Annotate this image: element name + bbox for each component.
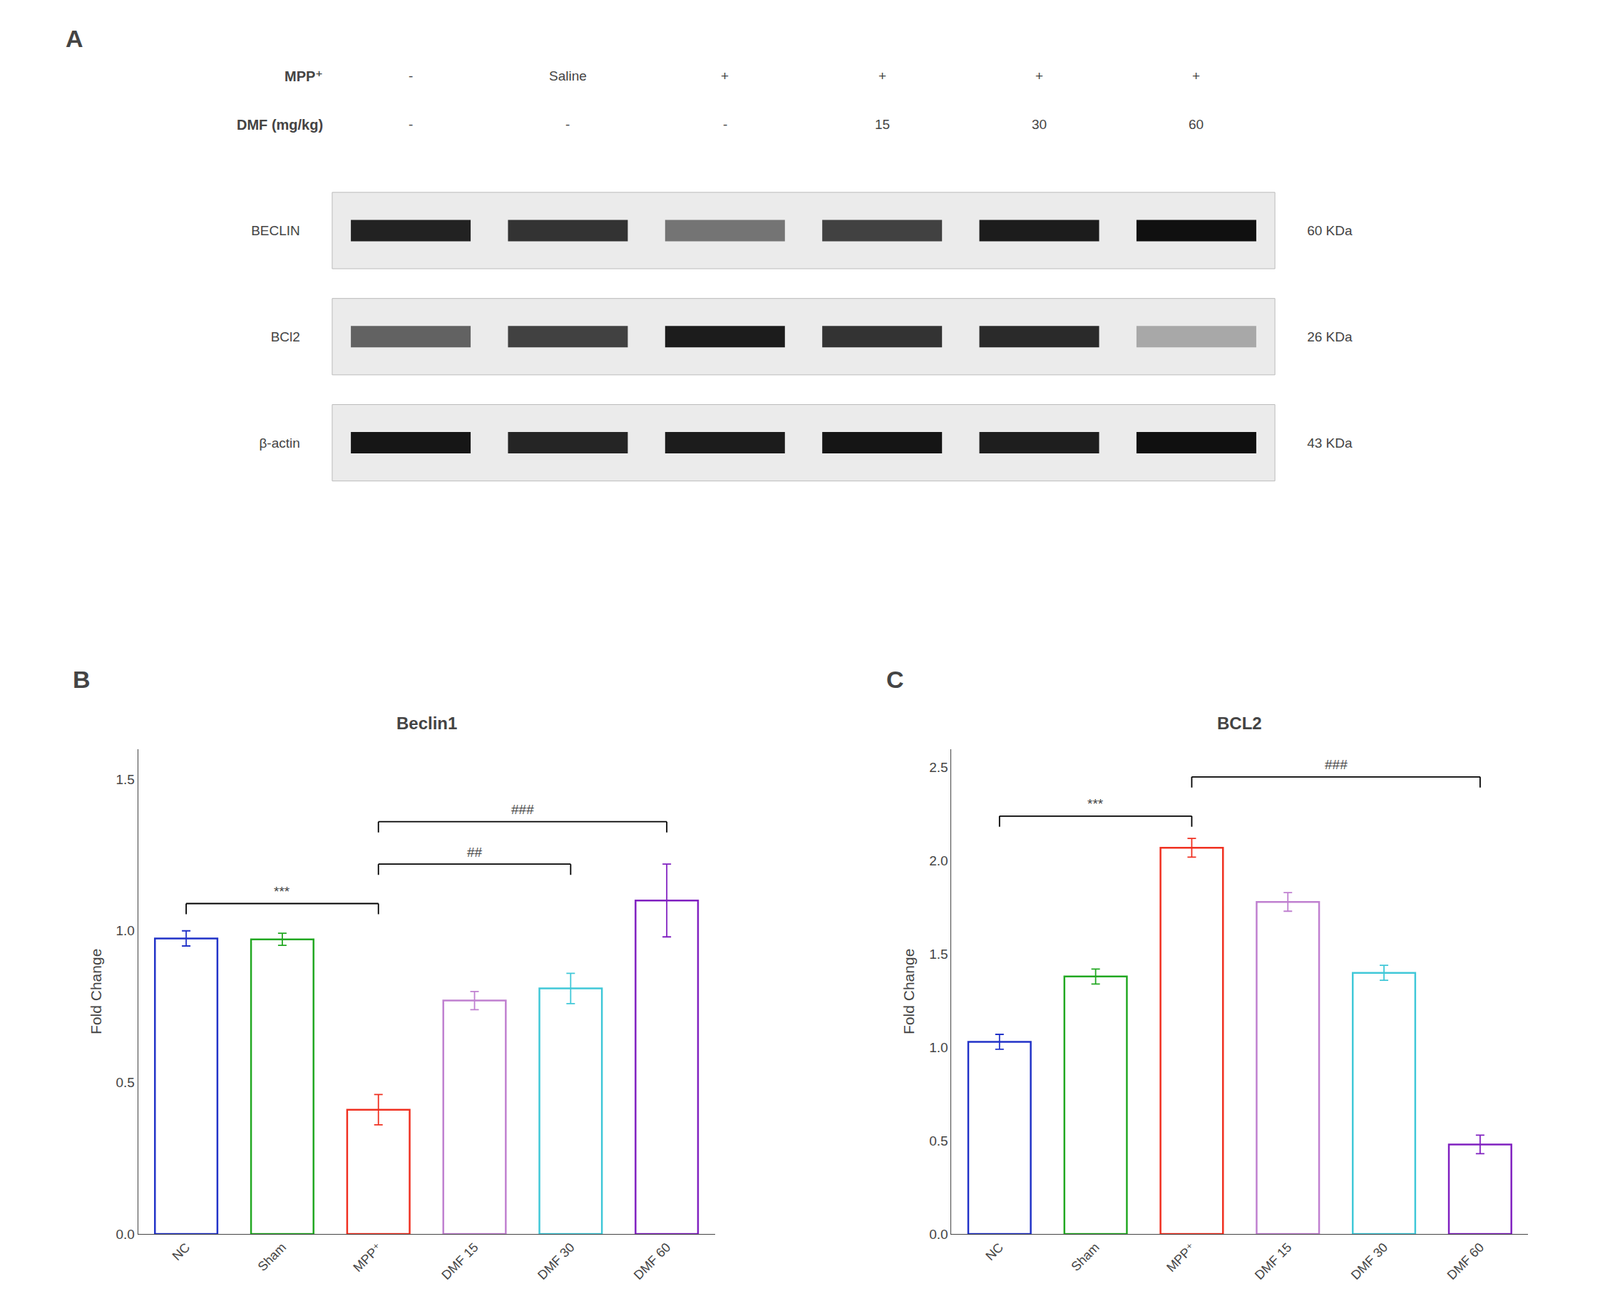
svg-text:Saline: Saline: [549, 68, 587, 84]
svg-text:###: ###: [511, 802, 535, 818]
svg-text:MPP⁺: MPP⁺: [1163, 1240, 1198, 1275]
svg-text:+: +: [878, 68, 887, 84]
svg-text:Sham: Sham: [255, 1240, 289, 1275]
svg-text:B: B: [72, 665, 91, 694]
svg-text:30: 30: [1031, 116, 1047, 132]
svg-text:NC: NC: [982, 1240, 1007, 1265]
svg-text:2.5: 2.5: [929, 760, 948, 776]
svg-text:43 KDa: 43 KDa: [1306, 435, 1353, 451]
svg-text:Fold Change: Fold Change: [900, 949, 917, 1035]
svg-text:+: +: [1035, 68, 1044, 84]
svg-text:MPP⁺: MPP⁺: [350, 1240, 385, 1275]
svg-text:DMF 15: DMF 15: [1252, 1240, 1295, 1283]
svg-text:###: ###: [1324, 757, 1348, 773]
svg-text:26 KDa: 26 KDa: [1306, 329, 1353, 345]
svg-text:1.5: 1.5: [115, 772, 135, 788]
svg-text:0.0: 0.0: [929, 1227, 948, 1243]
svg-text:60 KDa: 60 KDa: [1306, 223, 1353, 239]
svg-text:+: +: [720, 68, 729, 84]
svg-text:15: 15: [874, 116, 890, 132]
svg-text:DMF 60: DMF 60: [631, 1240, 674, 1283]
svg-text:NC: NC: [169, 1240, 194, 1265]
svg-text:##: ##: [467, 844, 483, 860]
svg-text:-: -: [722, 116, 728, 132]
svg-text:Sham: Sham: [1068, 1240, 1102, 1275]
svg-text:Beclin1: Beclin1: [396, 713, 458, 733]
svg-text:***: ***: [1087, 796, 1104, 812]
svg-text:0.5: 0.5: [929, 1133, 948, 1149]
svg-text:-: -: [408, 116, 413, 132]
svg-text:DMF 30: DMF 30: [1348, 1240, 1391, 1283]
svg-text:MPP⁺: MPP⁺: [284, 68, 323, 85]
svg-text:β-actin: β-actin: [258, 435, 300, 451]
svg-text:***: ***: [273, 884, 291, 900]
svg-text:1.0: 1.0: [115, 923, 135, 939]
svg-text:-: -: [565, 116, 570, 132]
svg-text:Fold Change: Fold Change: [87, 949, 105, 1035]
svg-text:A: A: [65, 24, 84, 53]
svg-text:BECLIN: BECLIN: [250, 223, 301, 239]
svg-text:DMF 30: DMF 30: [534, 1240, 577, 1283]
svg-text:1.0: 1.0: [929, 1040, 948, 1056]
svg-text:BCl2: BCl2: [270, 329, 301, 345]
svg-text:BCL2: BCL2: [1217, 713, 1263, 733]
svg-text:DMF 60: DMF 60: [1444, 1240, 1487, 1283]
svg-text:DMF (mg/kg): DMF (mg/kg): [236, 116, 323, 133]
svg-text:0.0: 0.0: [115, 1227, 135, 1243]
svg-text:1.5: 1.5: [929, 946, 948, 962]
svg-text:60: 60: [1188, 116, 1204, 132]
svg-text:-: -: [408, 68, 413, 84]
svg-text:0.5: 0.5: [115, 1075, 135, 1091]
svg-text:2.0: 2.0: [929, 853, 948, 869]
svg-text:C: C: [886, 665, 905, 694]
svg-text:+: +: [1192, 68, 1200, 84]
svg-text:DMF 15: DMF 15: [438, 1240, 481, 1283]
